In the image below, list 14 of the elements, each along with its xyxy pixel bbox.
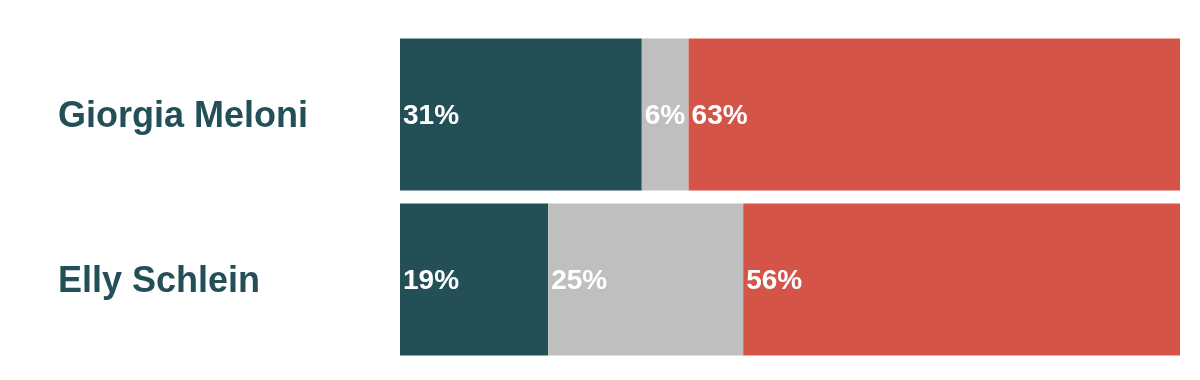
bar [688,38,1180,191]
bar [548,203,744,356]
y-tick-label: Giorgia Meloni [58,94,309,135]
bar [400,203,549,356]
data-label: 25% [551,264,608,295]
bar [641,38,689,191]
bar [400,38,642,191]
data-label: 63% [691,99,748,130]
data-label: 6% [644,99,686,130]
data-label: 31% [403,99,460,130]
bar [743,203,1180,356]
data-label: 56% [746,264,803,295]
data-label: 19% [403,264,460,295]
y-tick-label: Elly Schlein [58,259,261,300]
